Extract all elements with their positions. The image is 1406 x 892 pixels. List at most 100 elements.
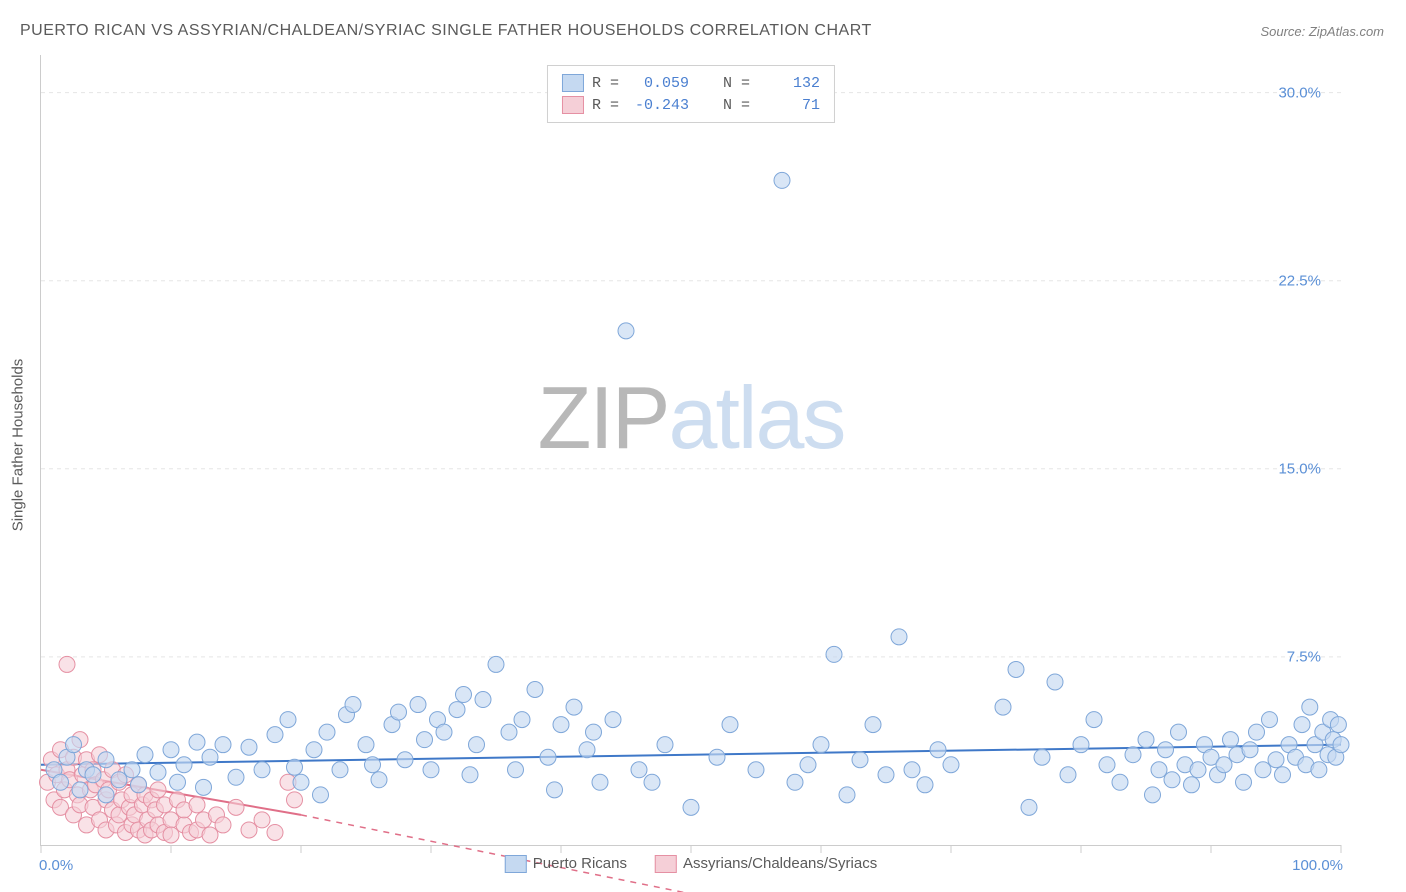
- data-point: [345, 697, 361, 713]
- data-point: [358, 737, 374, 753]
- chart-title: PUERTO RICAN VS ASSYRIAN/CHALDEAN/SYRIAC…: [20, 22, 872, 40]
- data-point: [1255, 762, 1271, 778]
- n-label: N =: [723, 75, 750, 92]
- data-point: [332, 762, 348, 778]
- data-point: [469, 737, 485, 753]
- data-point: [1216, 757, 1232, 773]
- data-point: [365, 757, 381, 773]
- data-point: [215, 817, 231, 833]
- data-point: [1268, 752, 1284, 768]
- data-point: [722, 717, 738, 733]
- data-point: [917, 777, 933, 793]
- data-point: [865, 717, 881, 733]
- data-point: [748, 762, 764, 778]
- data-point: [241, 822, 257, 838]
- data-point: [1145, 787, 1161, 803]
- data-point: [878, 767, 894, 783]
- data-point: [1158, 742, 1174, 758]
- data-point: [547, 782, 563, 798]
- data-point: [202, 749, 218, 765]
- data-point: [930, 742, 946, 758]
- data-point: [59, 656, 75, 672]
- data-point: [586, 724, 602, 740]
- data-point: [131, 777, 147, 793]
- data-point: [417, 732, 433, 748]
- data-point: [683, 799, 699, 815]
- data-point: [657, 737, 673, 753]
- data-point: [293, 774, 309, 790]
- data-point: [215, 737, 231, 753]
- x-tick-label: 100.0%: [1292, 857, 1343, 874]
- data-point: [1060, 767, 1076, 783]
- data-point: [1138, 732, 1154, 748]
- data-point: [241, 739, 257, 755]
- n-label: N =: [723, 97, 750, 114]
- data-point: [592, 774, 608, 790]
- data-point: [280, 712, 296, 728]
- data-point: [319, 724, 335, 740]
- data-point: [514, 712, 530, 728]
- y-axis-label: Single Father Households: [10, 359, 27, 532]
- data-point: [170, 774, 186, 790]
- data-point: [891, 629, 907, 645]
- data-point: [163, 827, 179, 843]
- data-point: [1223, 732, 1239, 748]
- data-point: [1294, 717, 1310, 733]
- source-attribution: Source: ZipAtlas.com: [1260, 24, 1384, 39]
- data-point: [124, 762, 140, 778]
- data-point: [839, 787, 855, 803]
- data-point: [1047, 674, 1063, 690]
- series-legend: Puerto Ricans Assyrians/Chaldeans/Syriac…: [505, 855, 877, 873]
- data-point: [1236, 774, 1252, 790]
- legend-label-1: Assyrians/Chaldeans/Syriacs: [683, 855, 877, 872]
- data-point: [1151, 762, 1167, 778]
- legend-item-0: Puerto Ricans: [505, 855, 627, 873]
- y-tick-label: 7.5%: [1287, 648, 1321, 665]
- data-point: [313, 787, 329, 803]
- data-point: [1164, 772, 1180, 788]
- data-point: [397, 752, 413, 768]
- chart-svg: [41, 55, 1341, 845]
- data-point: [371, 772, 387, 788]
- data-point: [66, 737, 82, 753]
- plot-area: ZIPatlas 7.5%15.0%22.5%30.0% 0.0%100.0% …: [40, 55, 1341, 846]
- data-point: [1125, 747, 1141, 763]
- data-point: [1073, 737, 1089, 753]
- data-point: [774, 172, 790, 188]
- data-point: [1311, 762, 1327, 778]
- data-point: [1262, 712, 1278, 728]
- data-point: [1249, 724, 1265, 740]
- data-point: [72, 782, 88, 798]
- data-point: [644, 774, 660, 790]
- data-point: [254, 762, 270, 778]
- y-tick-label: 30.0%: [1278, 84, 1321, 101]
- data-point: [189, 734, 205, 750]
- data-point: [1190, 762, 1206, 778]
- legend-row-series-1: R = -0.243 N = 71: [562, 94, 820, 116]
- trend-line-extension: [301, 815, 821, 892]
- data-point: [85, 767, 101, 783]
- data-point: [1171, 724, 1187, 740]
- data-point: [501, 724, 517, 740]
- data-point: [456, 687, 472, 703]
- legend-row-series-0: R = 0.059 N = 132: [562, 72, 820, 94]
- data-point: [137, 747, 153, 763]
- data-point: [1099, 757, 1115, 773]
- data-point: [462, 767, 478, 783]
- data-point: [540, 749, 556, 765]
- data-point: [852, 752, 868, 768]
- data-point: [508, 762, 524, 778]
- data-point: [228, 769, 244, 785]
- data-point: [787, 774, 803, 790]
- data-point: [202, 827, 218, 843]
- data-point: [631, 762, 647, 778]
- r-label: R =: [592, 97, 619, 114]
- data-point: [579, 742, 595, 758]
- data-point: [287, 759, 303, 775]
- data-point: [566, 699, 582, 715]
- data-point: [995, 699, 1011, 715]
- data-point: [943, 757, 959, 773]
- legend-swatch-icon: [655, 855, 677, 873]
- data-point: [800, 757, 816, 773]
- data-point: [449, 702, 465, 718]
